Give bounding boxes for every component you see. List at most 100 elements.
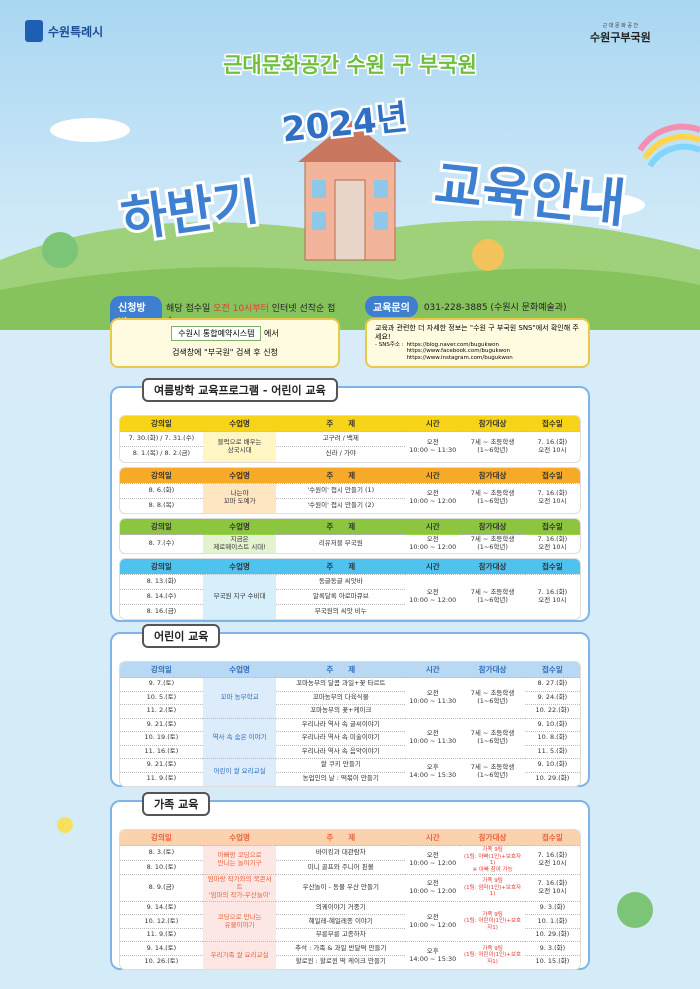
topic-cell: 미니 골프와 주니어 핀볼	[276, 859, 406, 875]
class-cell: 역사 속 숨은 이야기	[202, 717, 277, 759]
table-row: 10. 12.(토) 혜일레-혜일레종 이야기 10. 1.(화)	[120, 914, 580, 929]
date-cell: 9. 21.(토)	[120, 717, 203, 732]
schedule-table: 강의일 수업명 주 제 시간 참가대상 접수일 8. 13.(화) 부국원 지구 수비대 동글동…	[120, 558, 580, 620]
section: 어린이 교육 강의일 수업명 주 제 시간 참가대상 접수일 9. 7.(토) 꼬마 농부학교 꼬…	[110, 624, 590, 787]
topic-cell: 우산놀이 - 동물 우산 만들기	[276, 874, 406, 902]
target-cell: 가족 9팀 (1팀: 어린이(1인)+보호자1)	[460, 900, 525, 942]
table-row: 8. 10.(토) 미니 골프와 주니어 핀볼	[120, 859, 580, 875]
target-cell: 7세 ~ 초등학생 (1~6학년)	[460, 677, 525, 718]
column-header: 참가대상	[478, 665, 507, 674]
table-row: 10. 5.(토) 꼬마농부의 다육식물 9. 24.(화)	[120, 690, 580, 705]
table-row: 8. 13.(화) 부국원 지구 수비대 동글동글 씨앗바 오전 10:00 ~ 12…	[120, 573, 580, 620]
topic-cell: 부국원의 씨앗 비누	[276, 603, 406, 620]
table-row: 9. 21.(토) 역사 속 숨은 이야기 우리나라 역사 속 글씨이야기 오전 10…	[120, 717, 580, 759]
date-cell: 8. 10.(토)	[120, 859, 203, 875]
column-header: 강의일	[151, 561, 172, 571]
header-row: 강의일 수업명 주 제 시간 참가대상 접수일	[120, 558, 580, 575]
table-row: 8. 6.(화) 나는야 꼬마 도예가 '수원이' 접시 만들기 (1) 오전 10:…	[120, 482, 580, 513]
date-cell: 8. 14.(수)	[120, 588, 203, 605]
reg-cell: 9. 10.(화)	[524, 717, 580, 732]
apply-panel: 신청방법 해당 접수일 오전 10시부터 인터넷 선착순 접수 수원시 통합예약…	[110, 296, 340, 370]
reg-cell: 10. 8.(화)	[524, 731, 580, 745]
topic-cell: '수원이' 접시 만들기 (2)	[276, 497, 406, 513]
table-row: 9. 14.(토) 코딩으로 만나는 유물이야기 의궤이야기 거중기 오전 10:00…	[120, 900, 580, 942]
section-title: 가족 교육	[142, 792, 211, 816]
column-header: 접수일	[542, 522, 563, 531]
column-header: 참가대상	[478, 419, 507, 428]
date-cell: 8. 3.(토)	[120, 845, 203, 861]
date-cell: 11. 2.(토)	[120, 704, 203, 718]
contact-label: 교육문의	[365, 296, 418, 317]
class-cell: 부국원 지구 수비대	[202, 573, 277, 620]
column-header: 주 제	[326, 665, 356, 674]
brand-name: 수원구부국원	[590, 31, 651, 44]
date-cell: 10. 26.(토)	[120, 954, 203, 969]
reg-cell: 10. 1.(화)	[524, 914, 580, 929]
reg-cell: 7. 16.(화) 오전 10시	[524, 431, 580, 462]
column-header: 수업명	[229, 833, 250, 842]
reg-cell: 7. 16.(화) 오전 10시	[524, 573, 580, 620]
date-cell: 11. 9.(토)	[120, 771, 203, 786]
subtitle: 근대문화공간 수원 구 부국원	[223, 53, 477, 77]
schedule-table: 강의일 수업명 주 제 시간 참가대상 접수일 8. 7.(수) 지금은 제로웨이스트 시대!…	[120, 519, 580, 553]
time-cell: 오전 10:00 ~ 12:00	[405, 482, 461, 513]
target-cell: 7세 ~ 초등학생 (1~6학년)	[460, 573, 525, 620]
column-header: 주 제	[326, 522, 356, 531]
table-row: 8. 3.(토) 아빠랑 코딩으로 만나는 놀이기구 바이킹과 대관람차 오전 10:…	[120, 844, 580, 875]
table-row: 9. 14.(토) 우리가족 쌀 요리교실 추석 : 가족 & 과일 반달떡 만들기…	[120, 941, 580, 969]
apply-after: 에서	[263, 329, 279, 338]
class-cell: 어린이 쌀 요리교실	[202, 758, 277, 786]
topic-cell: '수원이' 접시 만들기 (1)	[276, 482, 406, 498]
table-row: 8. 1.(목) / 8. 2.(금) 신라 / 가야	[120, 446, 580, 462]
section-title: 여름방학 교육프로그램 - 어린이 교육	[142, 378, 338, 402]
date-cell: 10. 12.(토)	[120, 914, 203, 929]
reg-cell: 10. 29.(화)	[524, 927, 580, 942]
topic-cell: 부릉부릉 고종하차	[276, 927, 406, 942]
reg-cell: 9. 3.(화)	[524, 941, 580, 956]
schedule-table: 강의일 수업명 주 제 시간 참가대상 접수일 8. 3.(토) 아빠랑 코딩으로 만나는 놀…	[120, 830, 580, 969]
column-header: 시간	[425, 522, 440, 531]
date-cell: 9. 14.(토)	[120, 900, 203, 915]
sns-link[interactable]: https://www.instagram.com/bugukwon	[406, 355, 513, 362]
topic-cell: 혜일레-혜일레종 이야기	[276, 914, 406, 929]
date-cell: 11. 9.(토)	[120, 927, 203, 942]
topic-cell: 추석 : 가족 & 과일 반달떡 만들기	[276, 941, 406, 956]
date-cell: 9. 21.(토)	[120, 758, 203, 772]
column-header: 참가대상	[478, 833, 507, 842]
time-cell: 오전 10:00 ~ 12:00	[405, 533, 461, 553]
table-row: 8. 8.(목) '수원이' 접시 만들기 (2)	[120, 497, 580, 513]
topic-cell: 바이킹과 대관람차	[276, 845, 406, 861]
table-row: 10. 26.(토) 할로윈 : 할로윈 떡 케이크 만들기 10. 15.(화)	[120, 954, 580, 969]
apply-text-2: 오전 10시부터	[213, 304, 269, 314]
brand-logo: 근 대 문 화 공 간 수원구부국원	[590, 22, 651, 45]
column-header: 주 제	[326, 419, 356, 428]
time-cell: 오전 10:00 ~ 11:30	[405, 677, 461, 718]
contact-text: 교육과 관련한 더 자세한 정보는 "수원 구 부국원 SNS"에서 확인해 주…	[375, 324, 579, 341]
sns-link[interactable]: https://www.facebook.com/bugukwon	[406, 348, 510, 355]
topic-cell: 꼬마농부의 달콤 과일+꽃 타르트	[276, 677, 406, 691]
date-cell: 8. 1.(목) / 8. 2.(금)	[120, 446, 203, 462]
column-header: 시간	[425, 419, 440, 428]
time-cell: 오전 10:00 ~ 12:00	[405, 573, 461, 620]
table-row: 8. 14.(수) 알록달록 아로마큐브	[120, 588, 580, 605]
section: 여름방학 교육프로그램 - 어린이 교육 강의일 수업명 주 제 시간 참가대상 접수일 7.…	[110, 378, 590, 622]
table-row: 11. 2.(토) 꼬마농부의 꽃+케이크 10. 22.(화)	[120, 704, 580, 718]
target-cell: 7세 ~ 초등학생 (1~6학년)	[460, 758, 525, 786]
header-row: 강의일 수업명 주 제 시간 참가대상 접수일	[120, 662, 580, 678]
topic-cell: 신라 / 가야	[276, 446, 406, 462]
reservation-button[interactable]: 수원시 통합예약시스템	[171, 326, 262, 341]
topic-cell: 농업인의 날 : 떡볶이 만들기	[276, 771, 406, 786]
topic-cell: 고구려 / 백제	[276, 431, 406, 447]
contact-row: 교육문의 031-228-3885 (수원시 문화예술과)	[365, 296, 567, 317]
class-cell: 블럭으로 배우는 삼국시대	[202, 431, 277, 462]
column-header: 수업명	[229, 561, 250, 571]
city-logo: 수원특례시	[25, 20, 103, 42]
target-cell: 가족 9팀 (1팀: 아빠(1인)+보호자1) ※ 아빠 참여 가능	[460, 844, 525, 875]
reg-cell: 7. 16.(화) 오전 10시	[524, 874, 580, 902]
class-cell: 꼬마 농부학교	[202, 677, 277, 718]
sns-link[interactable]: https://blog.naver.com/bugukwon	[406, 341, 499, 348]
topic-cell: 할로윈 : 할로윈 떡 케이크 만들기	[276, 954, 406, 969]
schedule-table: 강의일 수업명 주 제 시간 참가대상 접수일 8. 6.(화) 나는야 꼬마 도예가 '수원이…	[120, 467, 580, 513]
table-row: 9. 21.(토) 어린이 쌀 요리교실 쌀 쿠키 만들기 오후 14:00 ~ 15…	[120, 758, 580, 786]
